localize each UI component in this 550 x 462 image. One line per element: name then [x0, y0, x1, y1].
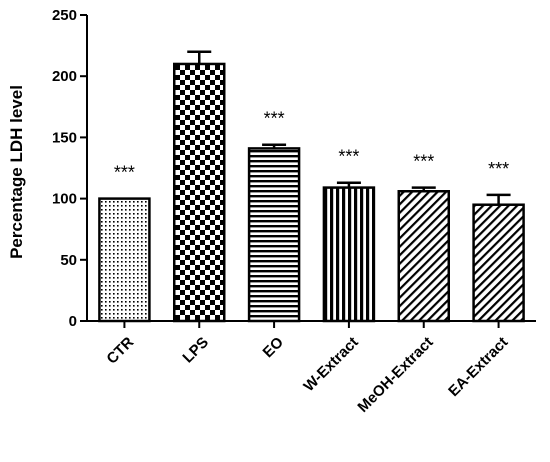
y-axis: 0 50 100 150 200 250	[52, 7, 88, 330]
y-tick-label: 200	[52, 68, 77, 85]
bar-group-2: ***	[247, 109, 301, 323]
bar-group-4: ***	[397, 152, 450, 323]
bar-group-5: ***	[472, 159, 525, 323]
significance-label: ***	[413, 152, 434, 172]
y-tick-label: 0	[69, 313, 77, 330]
x-tick-label: CTR	[103, 334, 137, 368]
y-tick-label: 50	[60, 252, 77, 269]
y-tick-label: 100	[52, 191, 77, 208]
bar	[322, 186, 376, 323]
bars-group: *** *** *** *** ***	[98, 50, 525, 323]
bar-group-1	[173, 50, 226, 323]
x-tick-label: LPS	[179, 334, 212, 367]
x-tick-label: W-Extract	[300, 334, 361, 395]
y-tick-label: 250	[52, 7, 77, 24]
y-tick-label: 150	[52, 129, 77, 146]
bar	[98, 197, 151, 323]
bar-group-0: ***	[98, 163, 151, 323]
bar-group-3: ***	[322, 147, 376, 323]
bar	[472, 203, 525, 323]
significance-label: ***	[488, 159, 509, 179]
y-axis-title: Percentage LDH level	[7, 85, 26, 259]
significance-label: ***	[338, 147, 359, 167]
bar	[397, 190, 450, 323]
x-tick-label: EO	[260, 334, 288, 362]
x-tick-label: EA-Extract	[445, 334, 511, 400]
significance-label: ***	[264, 109, 285, 129]
bar	[173, 62, 226, 323]
x-tick-label: MeOH-Extract	[354, 334, 436, 416]
bar	[247, 147, 301, 323]
significance-label: ***	[114, 163, 135, 183]
